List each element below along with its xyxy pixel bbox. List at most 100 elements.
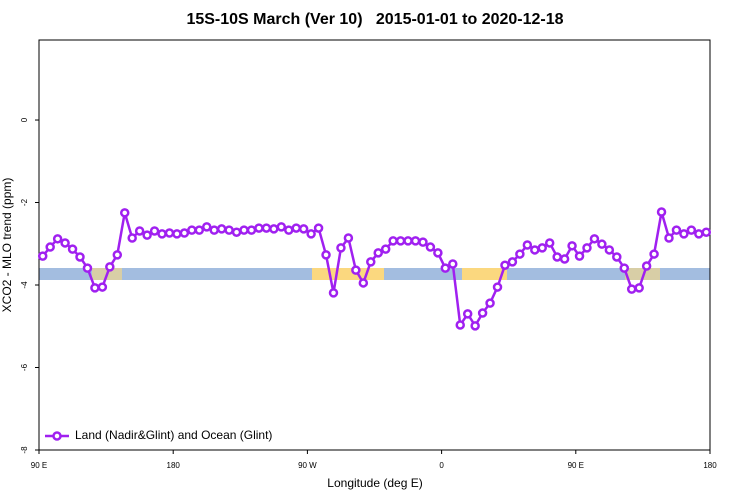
data-point <box>149 226 160 236</box>
data-point <box>515 249 525 259</box>
data-point <box>119 208 130 218</box>
data-point <box>507 257 518 267</box>
data-point <box>75 252 85 262</box>
data-point <box>60 238 70 248</box>
data-point <box>328 288 339 298</box>
data-point <box>403 236 413 246</box>
data-point <box>358 278 369 288</box>
data-point <box>485 298 495 308</box>
data-point <box>298 224 309 234</box>
data-point <box>366 257 376 267</box>
data-point <box>619 263 630 273</box>
data-point <box>276 222 287 232</box>
x-tick-label: 180 <box>703 461 717 470</box>
data-point <box>261 223 272 233</box>
data-point <box>552 252 562 262</box>
data-point <box>291 223 301 233</box>
x-tick-label: 90 W <box>298 461 317 470</box>
data-point <box>500 260 510 270</box>
data-point <box>701 227 712 237</box>
data-point <box>380 244 391 254</box>
y-tick-label: -2 <box>20 198 29 206</box>
data-point <box>97 282 108 292</box>
data-point <box>537 243 547 253</box>
data-point <box>224 225 234 235</box>
data-point <box>395 236 406 246</box>
data-point <box>45 242 55 252</box>
data-point <box>671 225 682 235</box>
data-point <box>373 248 383 258</box>
data-point <box>284 225 294 235</box>
x-tick-label: 90 E <box>568 461 584 470</box>
data-point <box>336 243 346 253</box>
data-point <box>634 283 644 293</box>
surface-band <box>39 268 710 280</box>
data-point <box>187 225 197 235</box>
y-axis-label: XCO2 - MLO trend (ppm) <box>0 178 14 313</box>
plot-frame <box>38 39 711 451</box>
data-point <box>269 224 279 234</box>
data-point <box>462 309 473 319</box>
data-point <box>246 225 257 235</box>
data-point <box>254 223 264 233</box>
data-point <box>231 227 242 237</box>
data-point <box>656 207 667 217</box>
y-tick-label: -8 <box>20 446 29 454</box>
data-point <box>604 245 615 255</box>
data-point <box>343 233 354 243</box>
data-point <box>455 320 465 330</box>
data-point <box>157 229 167 239</box>
data-point <box>127 233 137 243</box>
data-point <box>425 242 436 252</box>
land-band <box>625 268 660 280</box>
x-tick-label: 0 <box>439 461 444 470</box>
data-point <box>37 251 48 261</box>
legend-label: Land (Nadir&Glint) and Ocean (Glint) <box>75 428 272 442</box>
data-point <box>82 263 93 273</box>
x-tick-label: 180 <box>167 461 181 470</box>
data-point <box>67 244 78 254</box>
data-point <box>134 226 145 236</box>
data-point <box>664 233 674 243</box>
data-point <box>649 249 659 259</box>
data-point <box>597 239 607 249</box>
legend-marker <box>52 431 62 441</box>
data-point <box>313 223 324 233</box>
land-band <box>462 268 507 280</box>
data-point <box>567 241 577 251</box>
data-point <box>612 252 622 262</box>
data-point <box>470 321 480 331</box>
chart-title: 15S-10S March (Ver 10) 2015-01-01 to 202… <box>186 11 563 28</box>
data-point <box>522 240 533 250</box>
data-point <box>418 237 428 247</box>
data-point <box>216 224 227 234</box>
data-point <box>626 284 637 294</box>
data-point <box>52 234 63 244</box>
data-point <box>589 234 600 244</box>
data-point <box>440 263 451 273</box>
land-band <box>312 268 384 280</box>
data-point <box>582 243 592 253</box>
data-point <box>477 308 488 318</box>
y-tick-label: 0 <box>20 117 29 122</box>
data-point <box>179 228 190 238</box>
data-point <box>90 283 100 293</box>
data-point <box>142 230 152 240</box>
data-point <box>448 259 458 269</box>
data-point <box>641 261 652 271</box>
data-point <box>433 248 443 258</box>
y-tick-label: -4 <box>20 281 29 289</box>
data-point <box>306 229 316 239</box>
data-point <box>105 262 115 272</box>
data-point <box>694 229 704 239</box>
data-point <box>559 254 570 264</box>
data-point <box>112 250 123 260</box>
data-point <box>410 236 421 246</box>
data-point <box>239 225 249 235</box>
y-tick-label: -6 <box>20 363 29 371</box>
data-point <box>321 250 331 260</box>
data-point <box>194 225 205 235</box>
data-point <box>351 265 361 275</box>
data-point <box>544 238 555 248</box>
